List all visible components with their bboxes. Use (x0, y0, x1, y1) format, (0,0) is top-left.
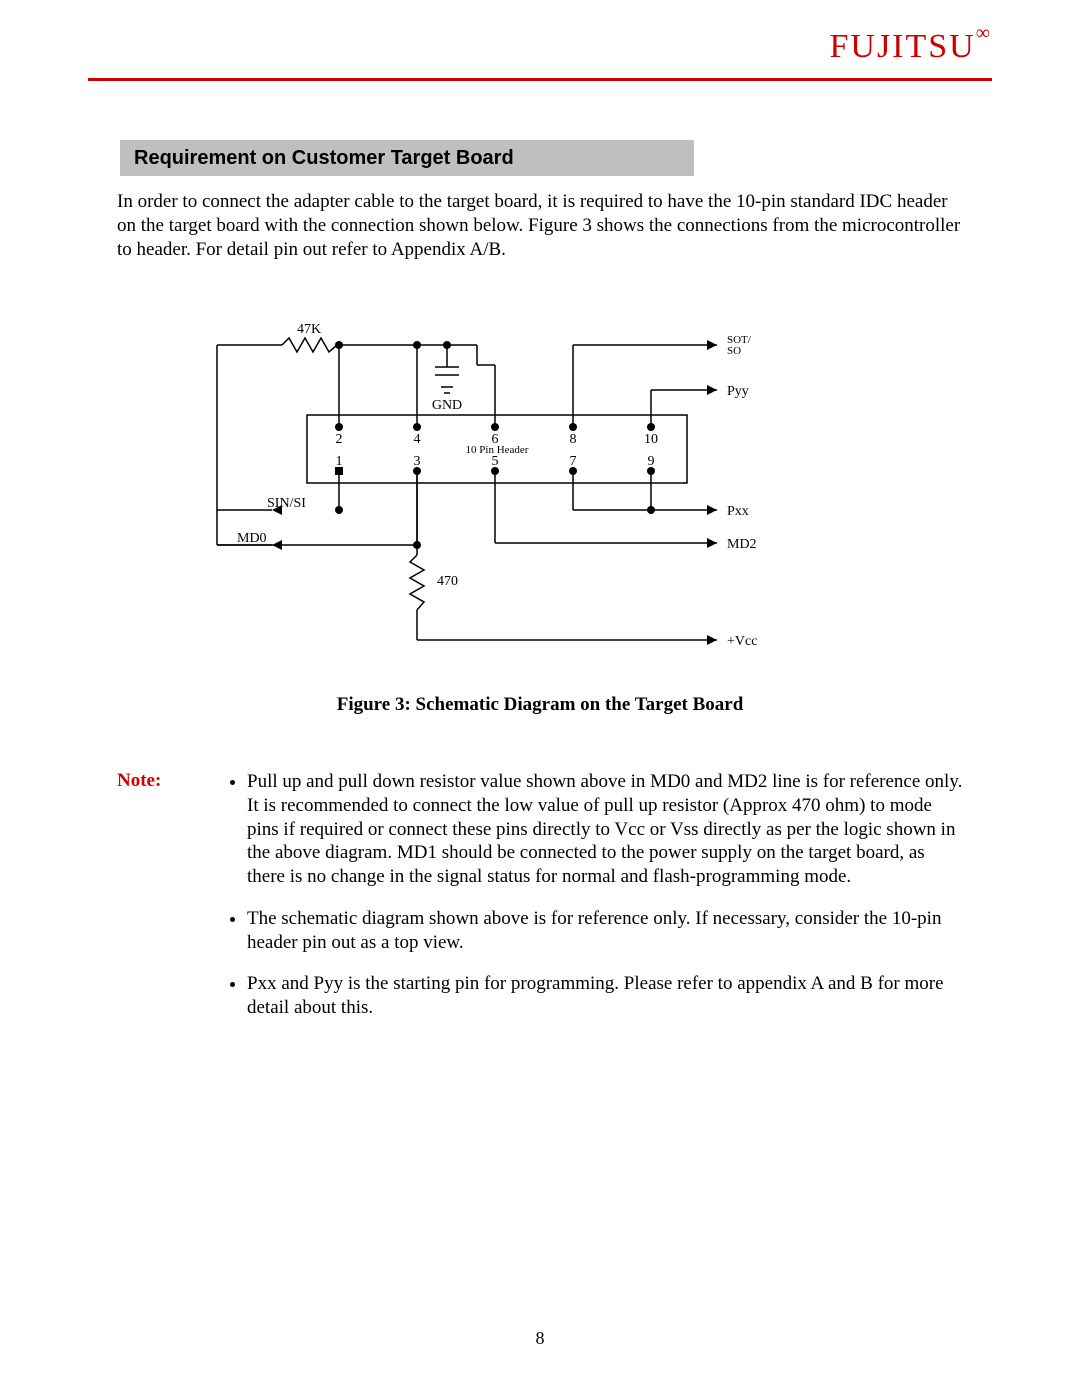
logo-text: FUJITSU (829, 28, 975, 65)
svg-text:8: 8 (570, 432, 577, 447)
svg-text:GND: GND (432, 398, 462, 413)
svg-text:MD2: MD2 (727, 537, 757, 552)
section-title: Requirement on Customer Target Board (134, 147, 514, 170)
svg-text:SIN/SI: SIN/SI (267, 496, 306, 511)
header-rule (88, 78, 992, 81)
svg-text:7: 7 (570, 454, 577, 469)
notes-list: Pull up and pull down resistor value sho… (225, 770, 963, 1038)
intro-paragraph: In order to connect the adapter cable to… (117, 190, 963, 261)
logo-swirl-icon: ∞ (976, 22, 992, 45)
svg-text:3: 3 (414, 454, 421, 469)
note-item: Pull up and pull down resistor value sho… (247, 770, 963, 889)
svg-text:MD0: MD0 (237, 531, 267, 546)
svg-text:470: 470 (437, 574, 458, 589)
svg-text:47K: 47K (297, 322, 321, 337)
note-item: Pxx and Pyy is the starting pin for prog… (247, 972, 963, 1020)
svg-text:4: 4 (414, 432, 421, 447)
svg-text:5: 5 (492, 454, 499, 469)
note-label: Note: (117, 770, 161, 792)
brand-logo: FUJITSU∞ (829, 28, 992, 66)
note-item: The schematic diagram shown above is for… (247, 907, 963, 955)
schematic-diagram: 10 Pin Header2143658710947KGNDSIN/SIMD0S… (117, 305, 963, 675)
section-heading-bar: Requirement on Customer Target Board (120, 140, 694, 176)
page-number: 8 (0, 1328, 1080, 1349)
svg-text:9: 9 (648, 454, 655, 469)
svg-text:Pxx: Pxx (727, 504, 749, 519)
svg-text:2: 2 (336, 432, 343, 447)
svg-text:+Vcc: +Vcc (727, 634, 757, 649)
svg-text:SOT/SO: SOT/SO (727, 334, 752, 357)
svg-text:10: 10 (644, 432, 658, 447)
svg-text:6: 6 (492, 432, 499, 447)
svg-text:1: 1 (336, 454, 343, 469)
svg-text:Pyy: Pyy (727, 384, 749, 399)
figure-caption: Figure 3: Schematic Diagram on the Targe… (0, 694, 1080, 716)
